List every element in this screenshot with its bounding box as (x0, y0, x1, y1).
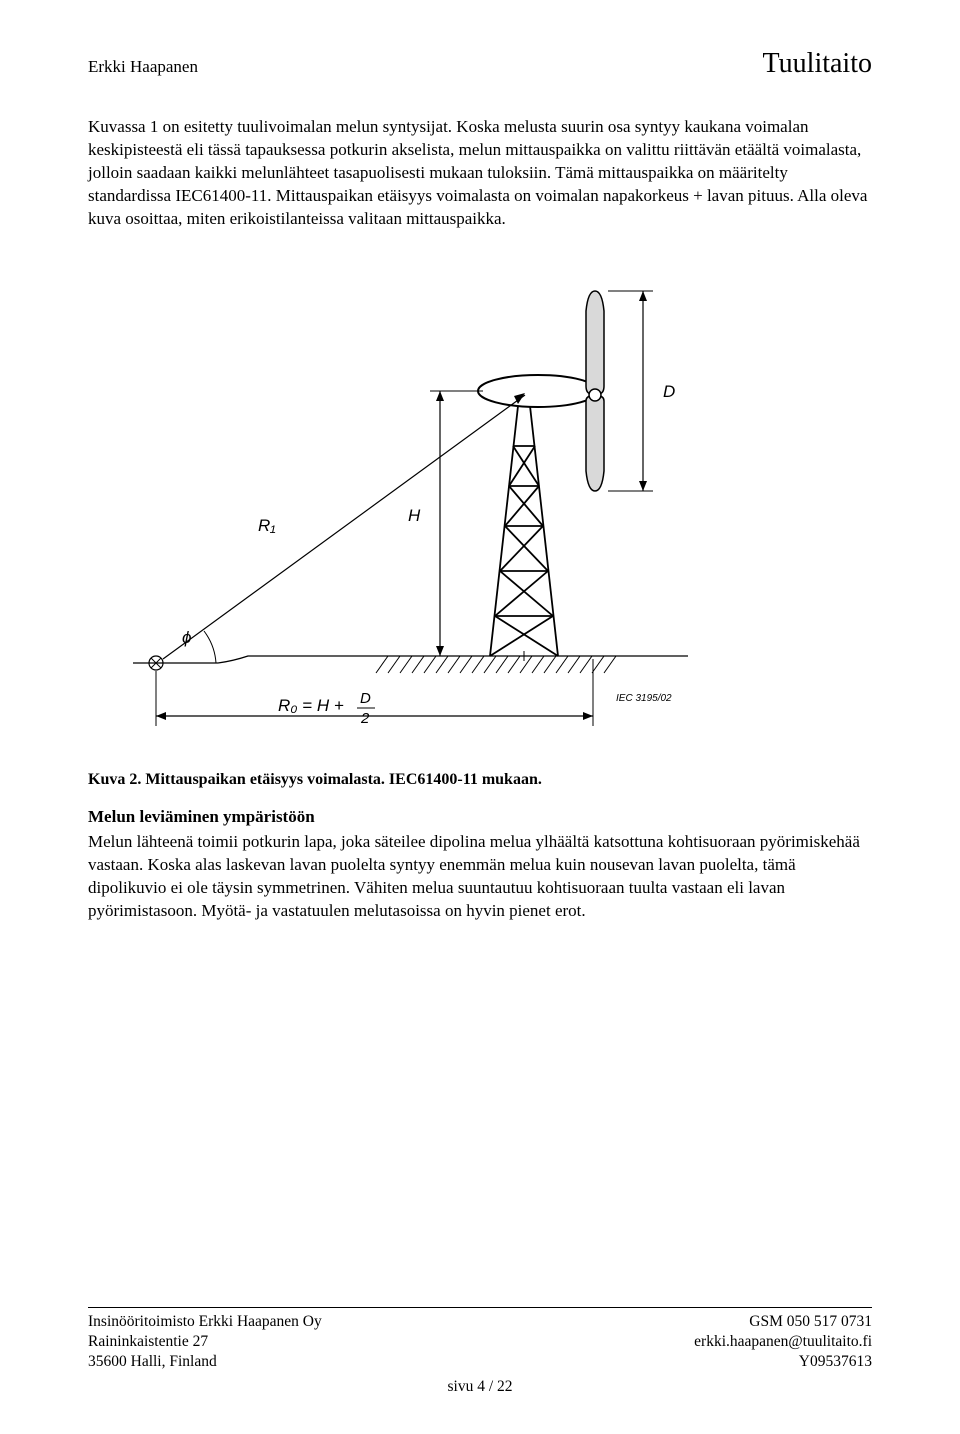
paragraph-1: Kuvassa 1 on esitetty tuulivoimalan melu… (88, 116, 872, 231)
page-header: Erkki Haapanen Tuulitaito (88, 48, 872, 80)
label-r0: R₀ = H + (278, 696, 344, 715)
section-heading-2: Melun leviäminen ympäristöön (88, 807, 872, 827)
author-name: Erkki Haapanen (88, 57, 198, 77)
label-h: H (408, 506, 421, 525)
footer-email: erkki.haapanen@tuulitaito.fi (694, 1332, 872, 1352)
footer-phone: GSM 050 517 0731 (749, 1312, 872, 1332)
label-phi: ϕ (182, 628, 191, 647)
label-d: D (663, 382, 675, 401)
label-r0-den: 2 (360, 710, 370, 727)
footer-city: 35600 Halli, Finland (88, 1352, 217, 1372)
brand-name: Tuulitaito (763, 48, 872, 80)
figure-caption: Kuva 2. Mittauspaikan etäisyys voimalast… (88, 771, 872, 789)
label-r0-num: D (360, 690, 371, 707)
footer-vat: Y09537613 (799, 1352, 872, 1372)
page-number: sivu 4 / 22 (88, 1378, 872, 1396)
figure-diagram: D H R₁ ϕ R₀ = H + D 2 IEC 3195/02 (88, 261, 714, 751)
footer-company: Insinööritoimisto Erkki Haapanen Oy (88, 1312, 322, 1332)
page-footer: Insinööritoimisto Erkki Haapanen Oy GSM … (88, 1307, 872, 1396)
label-r1: R₁ (258, 516, 276, 535)
footer-rule (88, 1307, 872, 1308)
label-iec: IEC 3195/02 (616, 693, 672, 704)
paragraph-2: Melun lähteenä toimii potkurin lapa, jok… (88, 831, 872, 923)
footer-address: Raininkaistentie 27 (88, 1332, 208, 1352)
